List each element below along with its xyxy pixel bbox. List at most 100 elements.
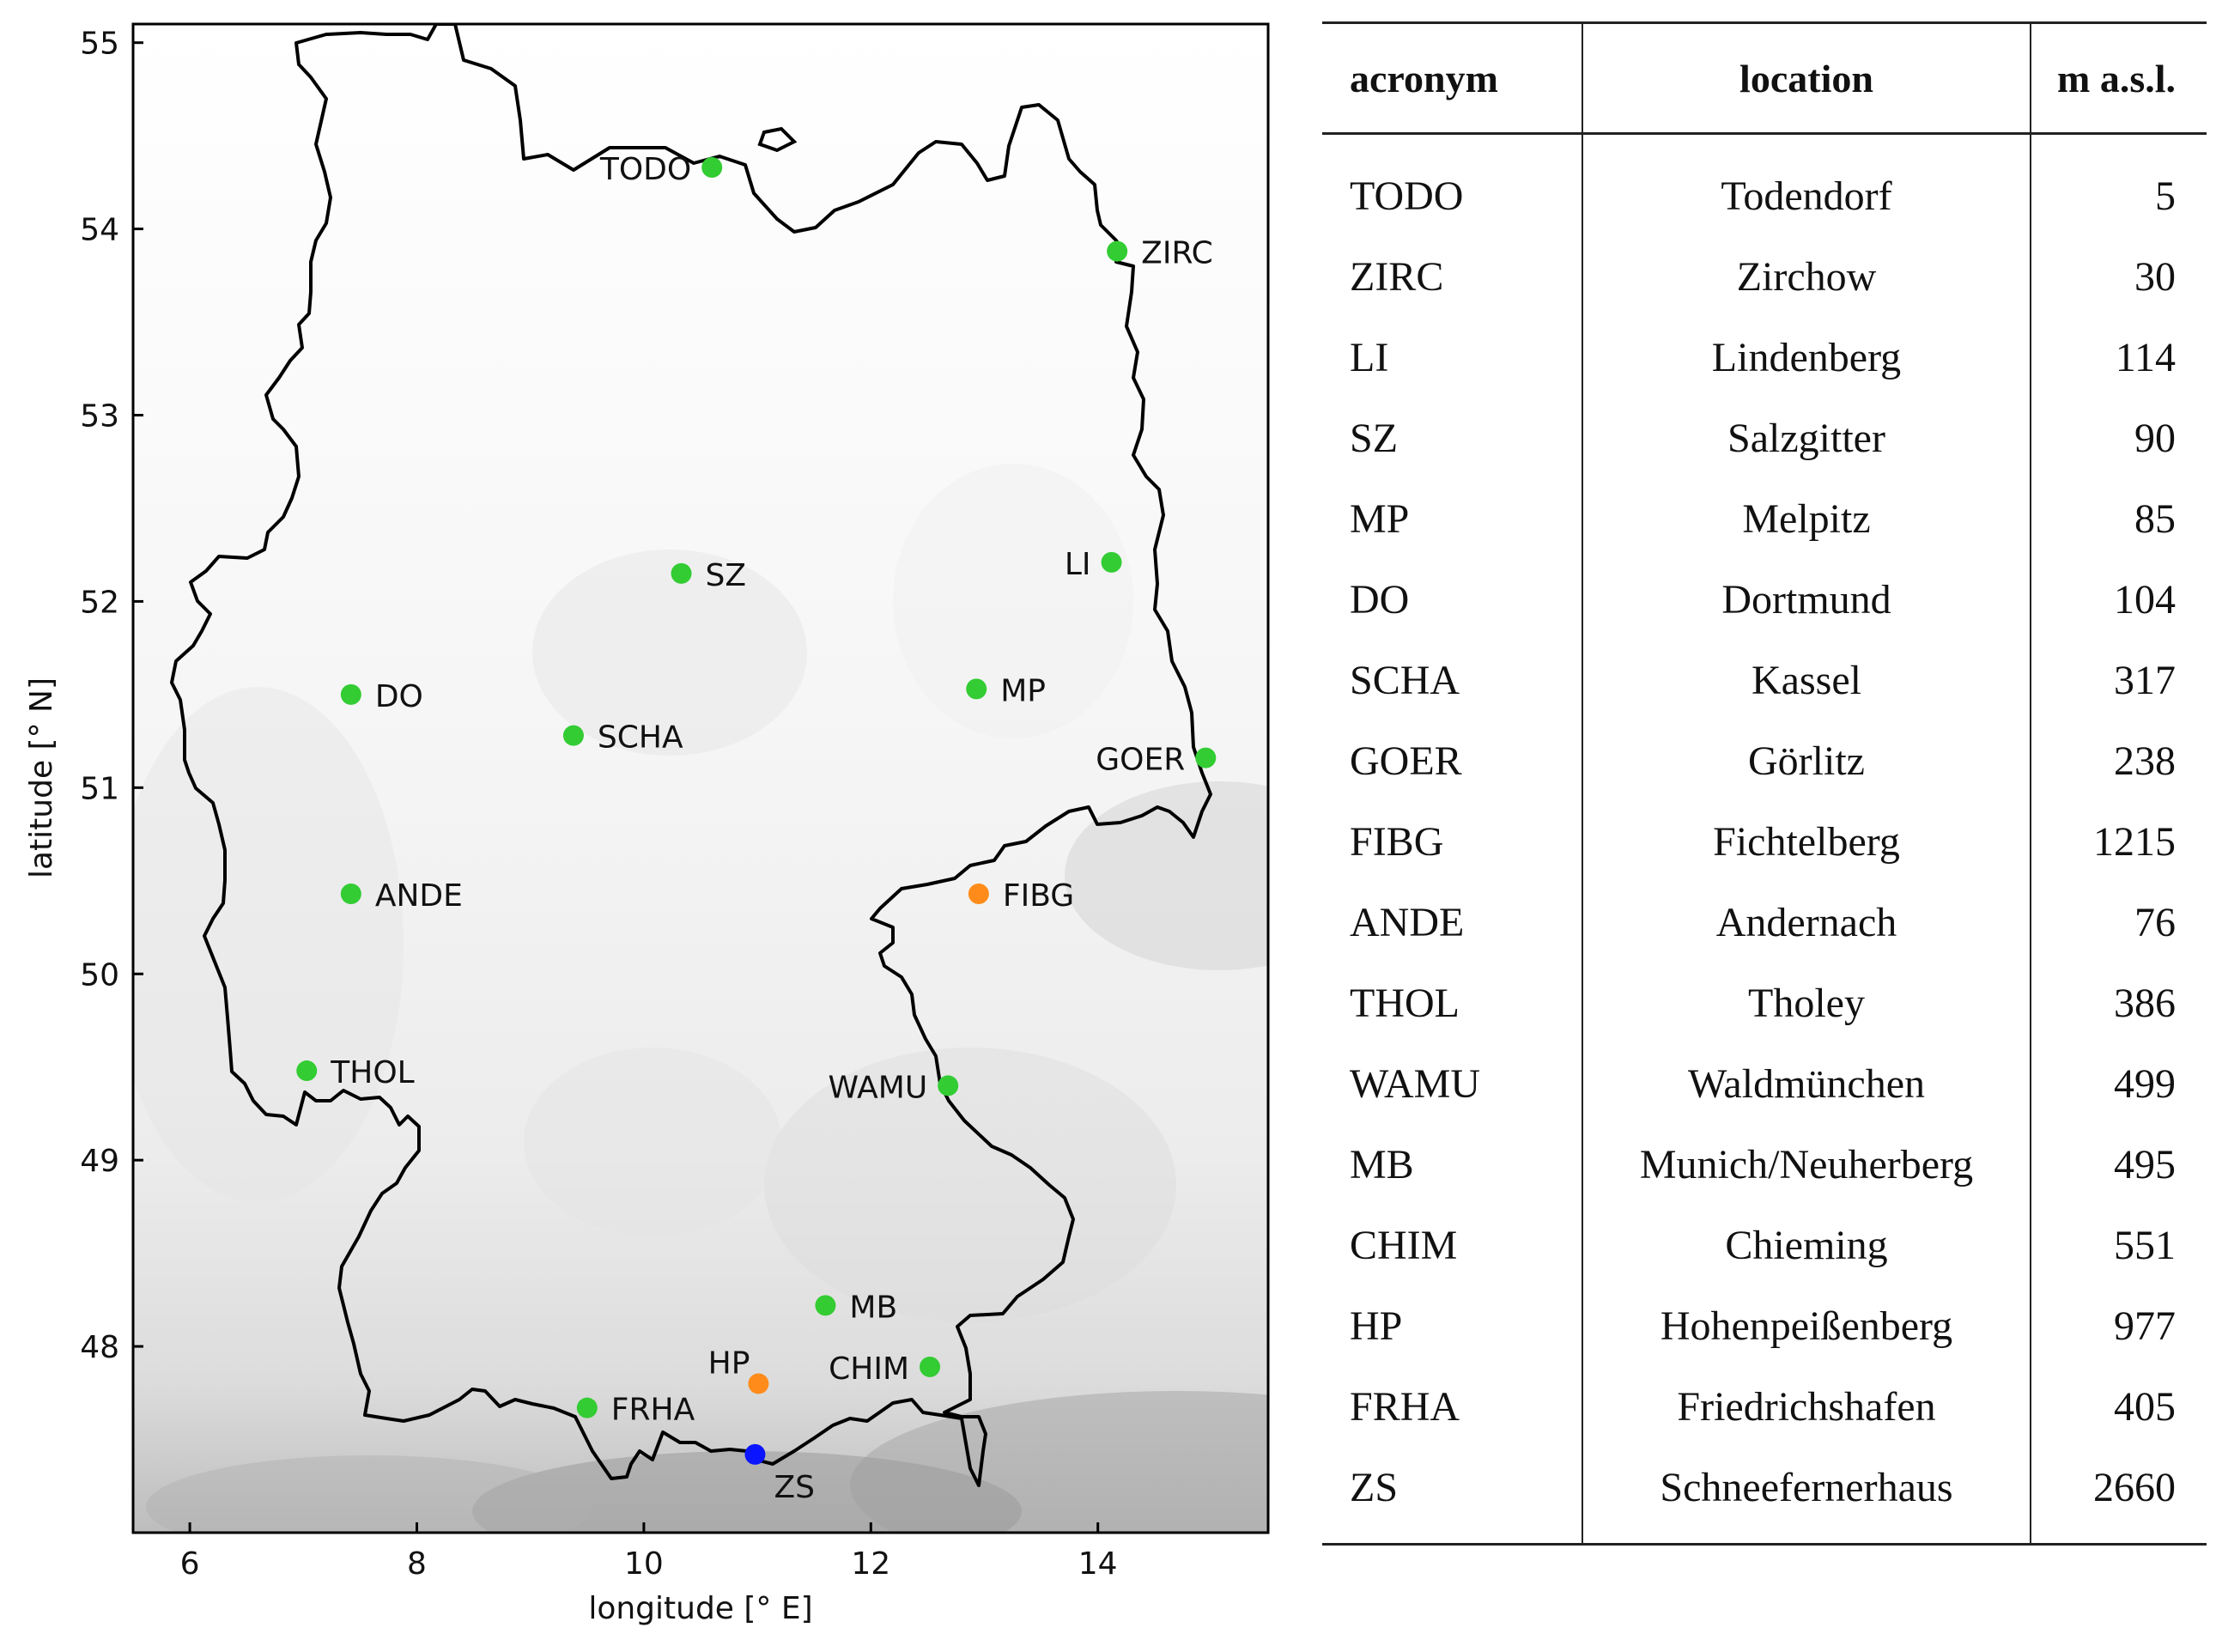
table-row: HP Hohenpeißenberg 977 [1322,1285,2207,1366]
cell-location: Munich/Neuherberg [1582,1124,2031,1205]
cell-location: Tholey [1582,963,2031,1043]
cell-acronym: GOER [1322,720,1583,801]
cell-acronym: FIBG [1322,801,1583,882]
station-marker-ande [340,883,361,904]
cell-location: Salzgitter [1582,398,2031,478]
cell-acronym: MP [1322,478,1583,559]
cell-altitude: 495 [2114,1141,2176,1187]
cell-acronym: CHIM [1322,1205,1583,1285]
station-marker-li [1101,551,1122,573]
cell-location: Zirchow [1582,236,2031,317]
station-label-zs: ZS [774,1470,815,1505]
cell-acronym: TODO [1322,133,1583,236]
cell-altitude: 386 [2114,980,2176,1026]
station-label-sz: SZ [706,558,747,593]
station-label-mb: MB [849,1290,897,1325]
cell-location: Dortmund [1582,559,2031,640]
table-row: ZS Schneefernerhaus 2660 [1322,1447,2207,1545]
x-tick-label: 12 [851,1546,890,1582]
cell-acronym: SCHA [1322,640,1583,720]
cell-acronym: FRHA [1322,1366,1583,1447]
cell-altitude: 5 [2155,173,2176,219]
cell-altitude: 405 [2114,1383,2176,1430]
cell-location: Fichtelberg [1582,801,2031,882]
cell-location: Melpitz [1582,478,2031,559]
table-row: GOER Görlitz 238 [1322,720,2207,801]
cell-altitude: 90 [2134,415,2176,461]
station-label-goer: GOER [1096,743,1185,778]
terrain-relief [133,24,1268,1533]
cell-altitude: 499 [2114,1060,2176,1107]
cell-altitude: 551 [2114,1222,2176,1268]
y-tick-label: 53 [80,399,119,434]
cell-acronym: ZS [1322,1447,1583,1545]
germany-border [170,24,1212,1487]
station-marker-goer [1195,747,1217,768]
station-label-do: DO [375,679,423,714]
header-acronym: acronym [1322,22,1583,134]
station-label-chim: CHIM [829,1351,909,1387]
station-label-scha: SCHA [598,720,683,756]
station-label-wamu: WAMU [829,1070,928,1105]
table-row: DO Dortmund 104 [1322,559,2207,640]
table-row: TODO Todendorf 5 [1322,133,2207,236]
cell-altitude: 2660 [2093,1464,2176,1510]
island-outline [757,126,798,153]
station-marker-zirc [1107,240,1128,262]
cell-altitude: 977 [2114,1303,2176,1349]
table-row: MB Munich/Neuherberg 495 [1322,1124,2207,1205]
cell-altitude: 1215 [2093,818,2176,865]
cell-acronym: MB [1322,1124,1583,1205]
cell-acronym: DO [1322,559,1583,640]
cell-acronym: WAMU [1322,1043,1583,1124]
y-axis-title: latitude [° N] [24,677,59,878]
x-tick-label: 10 [624,1546,664,1582]
cell-location: Görlitz [1582,720,2031,801]
cell-acronym: LI [1322,317,1583,398]
y-tick-label: 50 [80,957,119,993]
station-label-todo: TODO [599,152,691,187]
x-axis-title: longitude [° E] [588,1591,812,1626]
station-label-fibg: FIBG [1003,878,1074,914]
station-map: 6 8 10 12 14 48 49 50 51 52 53 54 55 TODO ZIRC LI SZ MP D… [24,22,1270,1626]
cell-location: Lindenberg [1582,317,2031,398]
y-tick-label: 49 [80,1144,119,1179]
station-label-ande: ANDE [375,878,463,914]
cell-location: Andernach [1582,882,2031,963]
station-label-thol: THOL [330,1055,414,1090]
station-marker-fibg [968,883,989,904]
station-table-panel: acronym location m a.s.l. TODO Todendorf 5… [1322,21,2215,1546]
table-row: ZIRC Zirchow 30 [1322,236,2207,317]
cell-acronym: SZ [1322,398,1583,478]
y-tick-label: 54 [80,213,119,248]
station-label-hp: HP [708,1345,750,1381]
station-marker-thol [296,1060,318,1082]
y-tick-label: 52 [80,585,119,620]
header-altitude: m a.s.l. [2057,56,2176,100]
table-row: SCHA Kassel 317 [1322,640,2207,720]
cell-location: Chieming [1582,1205,2031,1285]
cell-altitude: 85 [2134,495,2176,542]
cell-location: Schneefernerhaus [1582,1447,2031,1545]
header-location: location [1582,22,2031,134]
terrain-shading [133,464,1268,1533]
table-row: CHIM Chieming 551 [1322,1205,2207,1285]
cell-altitude: 76 [2134,899,2176,945]
table-row: ANDE Andernach 76 [1322,882,2207,963]
station-marker-todo [701,157,723,179]
cell-acronym: ZIRC [1322,236,1583,317]
station-marker-mp [966,678,987,700]
station-marker-hp [748,1373,769,1394]
table-row: FRHA Friedrichshafen 405 [1322,1366,2207,1447]
table-row: MP Melpitz 85 [1322,478,2207,559]
table-row: THOL Tholey 386 [1322,963,2207,1043]
station-marker-scha [562,725,584,746]
station-marker-frha [576,1397,598,1418]
cell-altitude: 104 [2114,576,2176,623]
cell-altitude: 317 [2114,657,2176,703]
y-tick-label: 48 [80,1330,119,1365]
station-label-li: LI [1065,547,1091,582]
station-marker-do [340,683,361,705]
cell-acronym: THOL [1322,963,1583,1043]
station-marker-chim [920,1356,941,1377]
